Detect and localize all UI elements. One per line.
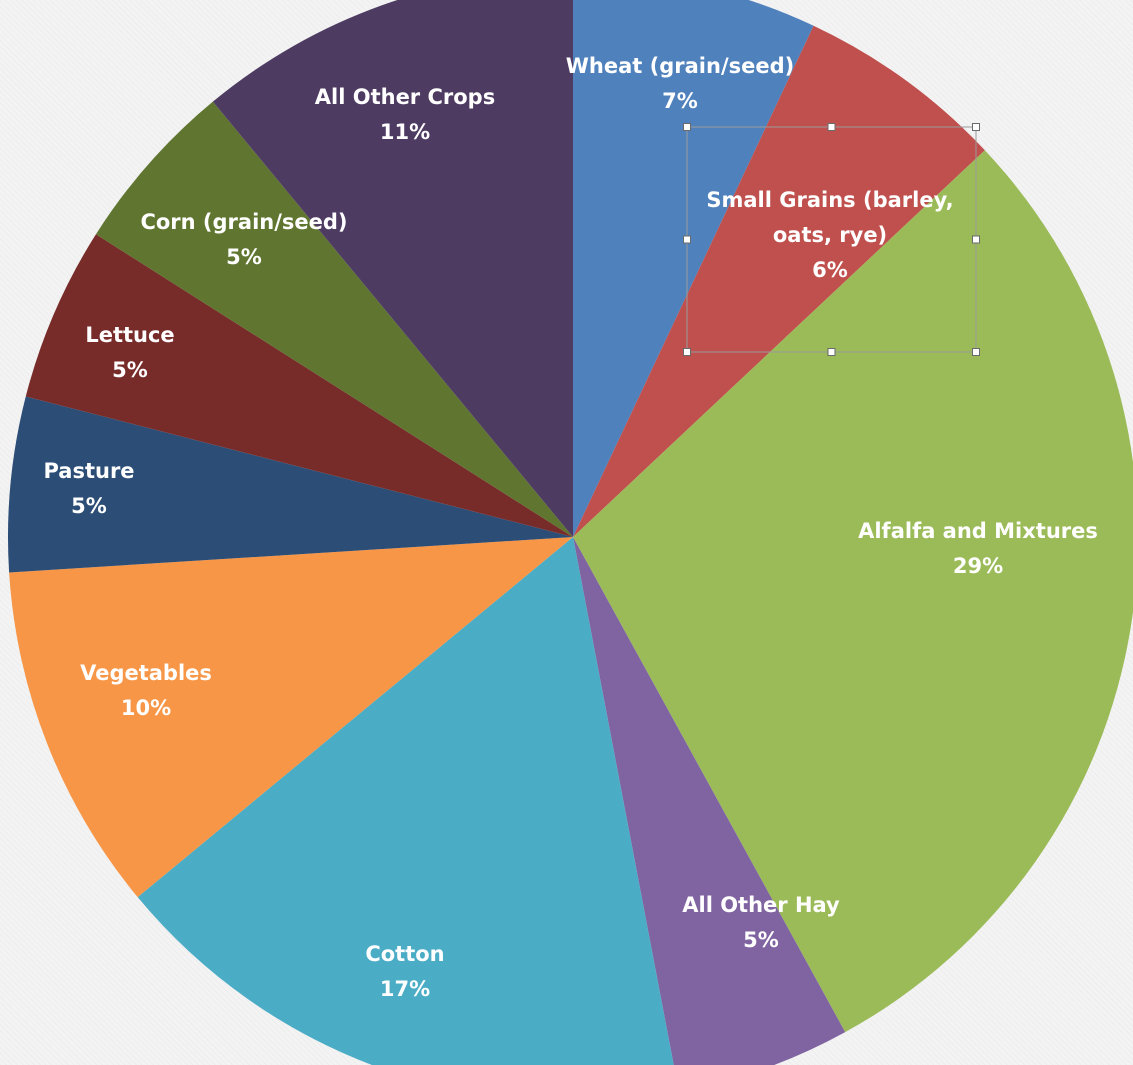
resize-handle[interactable] — [827, 123, 836, 131]
pie-slice-all-other-hay[interactable] — [573, 537, 846, 1065]
data-label-name: Lettuce — [85, 323, 174, 347]
pie-slice-cotton[interactable] — [137, 537, 679, 1065]
pie-slice-pasture[interactable] — [7, 396, 573, 573]
data-label-percent: 10% — [121, 696, 171, 720]
data-label-pasture[interactable]: Pasture 5% — [43, 459, 134, 518]
pie-labels: Wheat (grain/seed) 7% Small Grains (barley… — [43, 54, 1097, 1001]
resize-handle[interactable] — [972, 348, 980, 356]
data-label-name: oats, rye) — [773, 223, 887, 247]
data-label-name: All Other Crops — [315, 85, 495, 109]
pie-slice-small-grains-barley-oats-rye[interactable] — [573, 25, 985, 538]
data-label-name: Wheat (grain/seed) — [566, 54, 794, 78]
data-label-corn-grain-seed[interactable]: Corn (grain/seed) 5% — [140, 210, 347, 269]
data-label-percent: 6% — [812, 258, 848, 282]
data-label-name: Vegetables — [80, 661, 212, 685]
data-label-wheat-grain-seed[interactable]: Wheat (grain/seed) 7% — [566, 54, 794, 113]
data-label-percent: 11% — [380, 120, 430, 144]
resize-handle[interactable] — [683, 348, 691, 356]
pie-slice-wheat-grain-seed[interactable] — [573, 0, 814, 537]
data-label-percent: 5% — [71, 494, 107, 518]
resize-handle[interactable] — [683, 235, 691, 244]
pie-slice-all-other-crops[interactable] — [212, 0, 573, 537]
data-label-all-other-crops[interactable]: All Other Crops 11% — [315, 85, 495, 144]
data-label-name: Pasture — [43, 459, 134, 483]
resize-handle[interactable] — [972, 235, 980, 244]
resize-handle[interactable] — [827, 348, 836, 356]
data-label-cotton[interactable]: Cotton 17% — [365, 942, 444, 1001]
label-selection-box[interactable] — [683, 123, 980, 356]
data-label-percent: 5% — [226, 245, 262, 269]
data-label-name: Alfalfa and Mixtures — [858, 519, 1098, 543]
data-label-percent: 5% — [112, 358, 148, 382]
pie-slice-lettuce[interactable] — [25, 234, 573, 537]
data-label-percent: 17% — [380, 977, 430, 1001]
data-label-percent: 7% — [662, 89, 698, 113]
data-label-name: Corn (grain/seed) — [140, 210, 347, 234]
data-label-vegetables[interactable]: Vegetables 10% — [80, 661, 212, 720]
data-label-percent: 29% — [953, 554, 1003, 578]
resize-handle[interactable] — [683, 123, 691, 131]
pie-slice-corn-grain-seed[interactable] — [95, 101, 573, 537]
pie-slice-vegetables[interactable] — [9, 537, 574, 898]
data-label-small-grains-barley-oats-rye[interactable]: Small Grains (barley, oats, rye) 6% — [706, 188, 953, 282]
data-label-all-other-hay[interactable]: All Other Hay 5% — [682, 893, 840, 952]
pie-slices — [7, 0, 1133, 1065]
pie-slice-alfalfa-and-mixtures[interactable] — [573, 150, 1133, 1033]
resize-handle[interactable] — [972, 123, 980, 131]
data-label-name: Cotton — [365, 942, 444, 966]
data-label-name: Small Grains (barley, — [706, 188, 953, 212]
data-label-alfalfa-and-mixtures[interactable]: Alfalfa and Mixtures 29% — [858, 519, 1098, 578]
data-label-name: All Other Hay — [682, 893, 840, 917]
data-label-lettuce[interactable]: Lettuce 5% — [85, 323, 174, 382]
data-label-percent: 5% — [743, 928, 779, 952]
